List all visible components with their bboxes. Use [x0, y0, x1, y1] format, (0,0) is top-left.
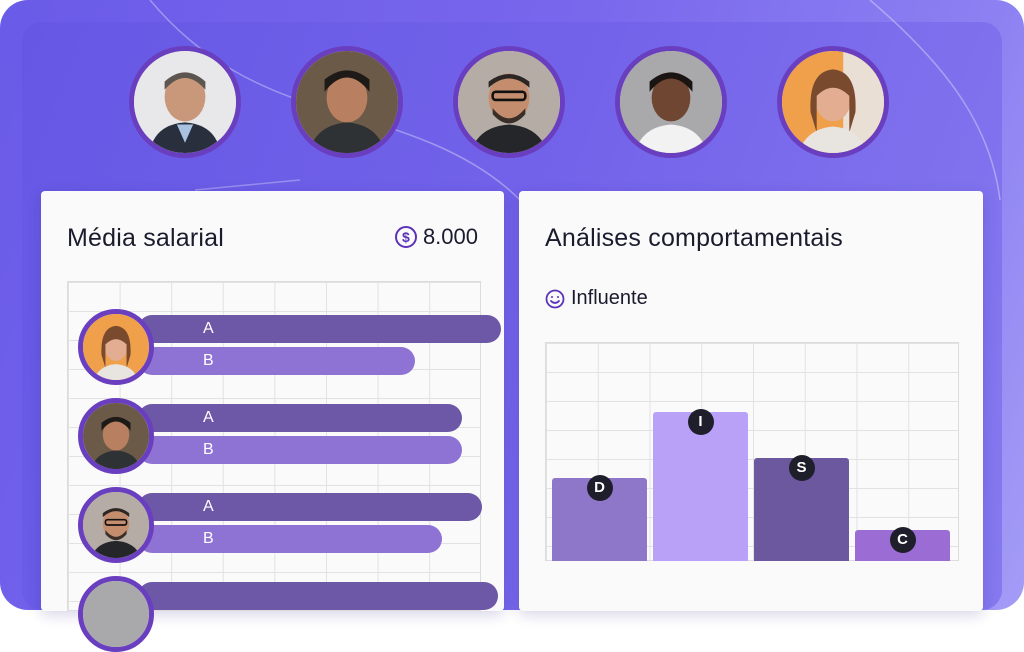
smile-icon: [545, 289, 565, 308]
salary-row[interactable]: A B: [78, 483, 498, 563]
avatar: [78, 487, 154, 563]
avatar: [78, 398, 154, 474]
salary-bar-b: B: [138, 525, 442, 553]
dollar-icon: $: [394, 226, 417, 248]
avatar[interactable]: [615, 46, 727, 158]
disc-label-c: C: [889, 527, 916, 553]
avatar[interactable]: [291, 46, 403, 158]
salary-bar-b: B: [138, 347, 415, 375]
salary-bar-a: A: [138, 315, 501, 343]
bar-label-a: A: [203, 409, 214, 426]
salary-amount: $ 8.000: [394, 224, 478, 250]
salary-row[interactable]: A B: [78, 305, 501, 385]
profile-label: Influente: [571, 287, 648, 309]
disc-label-i: I: [687, 409, 714, 435]
bar-label-b: B: [203, 441, 214, 458]
avatar: [78, 576, 154, 652]
salary-bar-a: A: [138, 404, 462, 432]
team-avatars: [0, 0, 1024, 180]
salary-title: Média salarial: [67, 224, 225, 252]
disc-bar-i: [653, 412, 748, 561]
avatar[interactable]: [129, 46, 241, 158]
bar-label-b: B: [203, 352, 214, 369]
salary-bar-b: B: [138, 436, 462, 464]
salary-card: Média salarial $ 8.000 A B A B A B: [41, 191, 504, 652]
salary-row[interactable]: [78, 572, 498, 652]
avatar[interactable]: [777, 46, 889, 158]
disc-label-d: D: [586, 475, 613, 501]
bar-label-a: A: [203, 498, 214, 515]
salary-amount-value: 8.000: [422, 224, 478, 249]
behavior-profile: Influente: [545, 287, 648, 310]
salary-bar-a: A: [138, 493, 482, 521]
salary-row[interactable]: A B: [78, 394, 498, 474]
behavior-card: Análises comportamentais Influente D I S C: [519, 191, 983, 611]
behavior-title: Análises comportamentais: [545, 224, 843, 252]
salary-bar-a-partial: [138, 582, 498, 610]
bar-label-b: B: [203, 530, 214, 547]
avatar: [78, 309, 154, 385]
bar-label-a: A: [203, 320, 214, 337]
disc-label-s: S: [788, 455, 815, 481]
avatar[interactable]: [453, 46, 565, 158]
